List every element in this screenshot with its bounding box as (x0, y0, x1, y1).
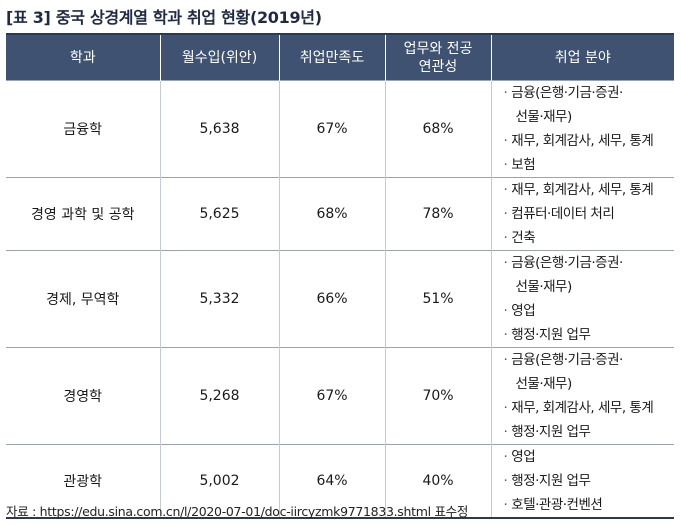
header-major: 학과 (6, 33, 160, 81)
field-item: · 호텔·관광·컨벤션 (503, 497, 603, 513)
cell-relevance: 70% (384, 347, 491, 445)
table-title: [표 3] 중국 상경계열 학과 취업 현황(2019년) (6, 4, 322, 28)
cell-fields: · 금융(은행·기금·증권· 선물·재무) · 재무, 회계감사, 세무, 통계 ·… (490, 347, 674, 445)
field-item: · 영업 (503, 449, 536, 465)
cell-satisfaction: 67% (278, 80, 385, 178)
field-item: · 행정·지원 업무 (503, 327, 591, 343)
field-item: · 행정·지원 업무 (503, 473, 591, 489)
cell-satisfaction: 67% (278, 347, 385, 445)
header-relevance-line2: 연관성 (418, 58, 458, 75)
header-relevance-line1: 업무와 전공 (403, 40, 473, 57)
cell-salary: 5,002 (159, 444, 279, 519)
table-row: 경영 과학 및 공학 5,625 68% 78% · 재무, 회계감사, 세무, … (6, 177, 674, 251)
table-number: [표 3] (6, 8, 51, 27)
cell-salary: 5,332 (159, 250, 279, 348)
cell-fields: · 영업 · 행정·지원 업무 · 호텔·관광·컨벤션 (490, 444, 674, 519)
header-fields: 취업 분야 (490, 33, 674, 81)
cell-major: 관광학 (6, 444, 160, 519)
cell-fields: · 금융(은행·기금·증권· 선물·재무) · 재무, 회계감사, 세무, 통계 ·… (490, 80, 674, 178)
table-row: 관광학 5,002 64% 40% · 영업 · 행정·지원 업무 · 호텔·관광·컨… (6, 444, 674, 519)
cell-satisfaction: 64% (278, 444, 385, 519)
cell-salary: 5,625 (159, 177, 279, 251)
cell-fields: · 금융(은행·기금·증권· 선물·재무) · 영업 · 행정·지원 업무 (490, 250, 674, 348)
table-row: 경제, 무역학 5,332 66% 51% · 금융(은행·기금·증권· 선물·재… (6, 250, 674, 348)
cell-major: 경영학 (6, 347, 160, 445)
table-row: 금융학 5,638 67% 68% · 금융(은행·기금·증권· 선물·재무) ·… (6, 80, 674, 178)
header-satisfaction: 취업만족도 (278, 33, 385, 81)
field-item: · 건축 (503, 230, 536, 246)
employment-table: 학과 월수입(위안) 취업만족도 업무와 전공 연관성 취업 분야 금융학 5,… (6, 33, 674, 519)
field-item: · 보험 (503, 157, 536, 173)
field-item: · 금융(은행·기금·증권· (503, 352, 624, 368)
cell-relevance: 51% (384, 250, 491, 348)
field-item: · 행정·지원 업무 (503, 424, 591, 440)
cell-satisfaction: 68% (278, 177, 385, 251)
field-item: · 컴퓨터·데이터 처리 (503, 206, 615, 222)
header-row: 학과 월수입(위안) 취업만족도 업무와 전공 연관성 취업 분야 (6, 33, 674, 81)
cell-satisfaction: 66% (278, 250, 385, 348)
cell-salary: 5,268 (159, 347, 279, 445)
cell-major: 금융학 (6, 80, 160, 178)
table-title-text: 중국 상경계열 학과 취업 현황(2019년) (55, 8, 322, 27)
cell-relevance: 40% (384, 444, 491, 519)
field-item: · 금융(은행·기금·증권· (503, 85, 624, 101)
cell-fields: · 재무, 회계감사, 세무, 통계 · 컴퓨터·데이터 처리 · 건축 (490, 177, 674, 251)
field-item-continued: 선물·재무) (515, 279, 573, 295)
cell-major: 경영 과학 및 공학 (6, 177, 160, 251)
field-item: · 재무, 회계감사, 세무, 통계 (503, 133, 654, 149)
header-salary: 월수입(위안) (159, 33, 279, 81)
cell-salary: 5,638 (159, 80, 279, 178)
table-row: 경영학 5,268 67% 70% · 금융(은행·기금·증권· 선물·재무) ·… (6, 347, 674, 445)
source-note: 자료 : https://edu.sina.com.cn/l/2020-07-0… (6, 504, 469, 519)
field-item-continued: 선물·재무) (515, 109, 573, 125)
field-item: · 재무, 회계감사, 세무, 통계 (503, 400, 654, 416)
cell-major: 경제, 무역학 (6, 250, 160, 348)
field-item: · 재무, 회계감사, 세무, 통계 (503, 182, 654, 198)
cell-relevance: 78% (384, 177, 491, 251)
header-relevance: 업무와 전공 연관성 (384, 33, 491, 81)
cell-relevance: 68% (384, 80, 491, 178)
field-item: · 금융(은행·기금·증권· (503, 255, 624, 271)
field-item: · 영업 (503, 303, 536, 319)
field-item-continued: 선물·재무) (515, 376, 573, 392)
